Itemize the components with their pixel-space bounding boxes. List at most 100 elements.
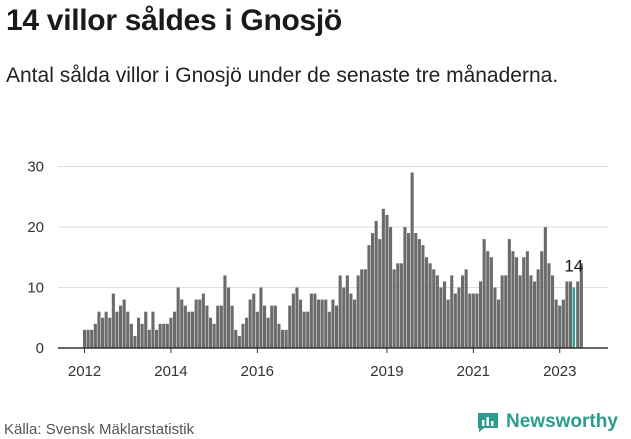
bar <box>425 257 429 348</box>
bar-chart: 0 10 20 30 2012 2014 2016 2019 2021 2023 14 <box>27 159 608 380</box>
bar <box>464 269 468 348</box>
bar <box>342 287 346 348</box>
bar <box>266 317 270 348</box>
bar <box>317 299 321 348</box>
bar <box>219 305 223 348</box>
bar <box>439 287 443 348</box>
bar <box>511 251 515 348</box>
bar <box>144 311 148 348</box>
bar <box>83 329 87 348</box>
bar <box>187 311 191 348</box>
bar <box>475 293 479 348</box>
bar <box>576 281 580 348</box>
y-tick-label: 20 <box>27 219 44 236</box>
bar <box>108 317 112 348</box>
bar <box>500 275 504 348</box>
chart-subtitle: Antal sålda villor i Gnosjö under de sen… <box>6 64 559 87</box>
bar <box>162 323 166 348</box>
bar <box>461 275 465 348</box>
bar <box>579 263 583 348</box>
bar <box>389 227 393 348</box>
bar <box>410 172 414 348</box>
x-tick-label: 2021 <box>457 363 490 380</box>
bar <box>140 323 144 348</box>
chart-title: 14 villor såldes i Gnosjö <box>6 4 342 37</box>
bar <box>331 299 335 348</box>
bar <box>421 245 425 348</box>
bar <box>522 257 526 348</box>
bar <box>356 275 360 348</box>
bar <box>245 317 249 348</box>
bar <box>493 287 497 348</box>
bar <box>443 281 447 348</box>
bar <box>173 311 177 348</box>
data-label-latest: 14 <box>564 257 583 276</box>
bar <box>367 245 371 348</box>
bar <box>529 275 533 348</box>
bar <box>525 251 529 348</box>
bar <box>565 281 569 348</box>
bar <box>115 311 119 348</box>
bar <box>569 281 573 348</box>
bar <box>536 269 540 348</box>
bar <box>248 299 252 348</box>
bar <box>201 293 205 348</box>
bar <box>205 305 209 348</box>
bar <box>183 305 187 348</box>
bar <box>93 323 97 348</box>
bar <box>313 293 317 348</box>
bar <box>155 329 159 348</box>
bar <box>252 293 256 348</box>
bar <box>288 305 292 348</box>
bar <box>417 239 421 348</box>
bar <box>259 287 263 348</box>
bar <box>309 293 313 348</box>
bar <box>479 281 483 348</box>
bar <box>345 275 349 348</box>
bar <box>198 299 202 348</box>
bar <box>284 329 288 348</box>
bar <box>349 293 353 348</box>
bar <box>97 311 101 348</box>
bar <box>435 275 439 348</box>
bar <box>540 251 544 348</box>
bar <box>255 311 259 348</box>
bar <box>169 317 173 348</box>
bar <box>396 263 400 348</box>
bar <box>360 269 364 348</box>
bar <box>180 299 184 348</box>
bar <box>129 323 133 348</box>
bar <box>126 311 130 348</box>
bar <box>209 317 213 348</box>
bar <box>151 311 155 348</box>
bar <box>432 269 436 348</box>
x-tick-label: 2023 <box>543 363 576 380</box>
bar <box>291 293 295 348</box>
bar <box>338 275 342 348</box>
bar <box>518 275 522 348</box>
bar <box>453 293 457 348</box>
brand-logo[interactable]: Newsworthy <box>476 410 618 434</box>
bar <box>371 233 375 348</box>
bar <box>561 299 565 348</box>
bar <box>327 311 331 348</box>
bar <box>234 329 238 348</box>
bar <box>558 305 562 348</box>
newsworthy-logo-icon <box>478 413 498 432</box>
bar <box>86 329 90 348</box>
y-tick-label: 10 <box>27 280 44 297</box>
bar <box>273 305 277 348</box>
bar <box>428 263 432 348</box>
bar <box>147 329 151 348</box>
bar <box>237 335 241 348</box>
bar <box>363 269 367 348</box>
bar <box>482 239 486 348</box>
bar <box>407 233 411 348</box>
bar <box>119 305 123 348</box>
bar <box>227 287 231 348</box>
bar <box>137 317 141 348</box>
bar <box>414 233 418 348</box>
bar <box>122 299 126 348</box>
bar <box>194 299 198 348</box>
bar <box>335 305 339 348</box>
